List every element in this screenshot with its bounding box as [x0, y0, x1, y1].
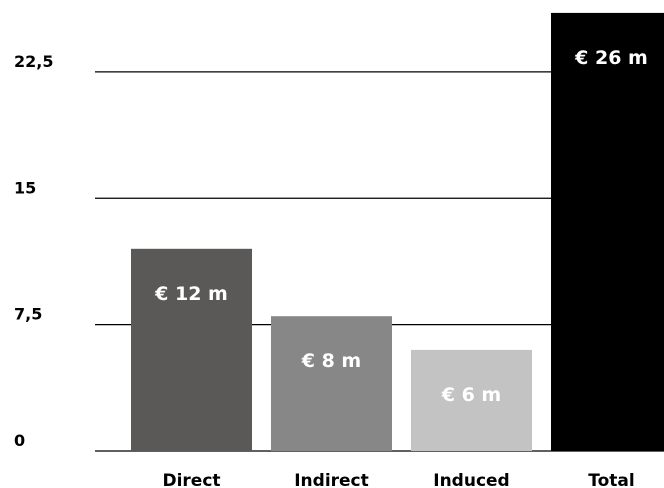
x-axis-categories: Direct Indirect Induced Total: [162, 471, 634, 488]
x-category-label-total: Total: [588, 471, 634, 488]
data-label-indirect: € 8 m: [301, 350, 361, 372]
bar-indirect: [271, 316, 392, 451]
bar-total: [551, 12, 664, 452]
bar-induced: [411, 349, 532, 451]
y-tick-label-1: 7,5: [14, 305, 42, 324]
x-category-label-direct: Direct: [162, 471, 220, 488]
y-axis-ticks: 0 7,5 15 22,5: [14, 52, 53, 450]
y-tick-label-2: 15: [14, 178, 36, 197]
x-category-label-induced: Induced: [433, 471, 509, 488]
bars: € 12 m € 8 m € 6 m € 26 m: [131, 12, 664, 452]
x-category-label-indirect: Indirect: [294, 471, 369, 488]
y-tick-label-3: 22,5: [14, 52, 53, 71]
data-label-direct: € 12 m: [154, 283, 228, 305]
data-label-induced: € 6 m: [441, 384, 501, 406]
y-tick-label-0: 0: [14, 431, 25, 450]
bar-direct: [131, 248, 252, 451]
data-label-total: € 26 m: [574, 47, 648, 69]
